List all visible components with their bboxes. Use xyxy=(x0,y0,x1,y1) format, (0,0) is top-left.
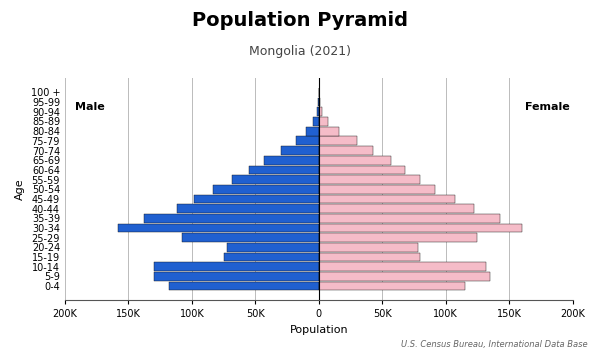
Bar xyxy=(319,243,418,252)
Bar xyxy=(227,243,319,252)
Bar xyxy=(182,233,319,242)
Bar xyxy=(306,127,319,135)
Bar xyxy=(281,146,319,155)
Bar xyxy=(319,253,420,261)
Bar xyxy=(169,282,319,290)
Bar xyxy=(319,233,478,242)
Text: U.S. Census Bureau, International Data Base: U.S. Census Bureau, International Data B… xyxy=(401,340,588,349)
Text: Male: Male xyxy=(76,102,105,112)
Bar xyxy=(319,214,500,223)
Bar xyxy=(319,127,339,135)
Text: Population Pyramid: Population Pyramid xyxy=(192,10,408,29)
Bar xyxy=(319,107,322,116)
Bar xyxy=(232,175,319,184)
Bar xyxy=(214,185,319,194)
Bar xyxy=(319,224,522,232)
Bar xyxy=(319,262,486,271)
Bar xyxy=(319,156,391,164)
Bar xyxy=(319,204,473,213)
Bar xyxy=(154,262,319,271)
Bar xyxy=(319,146,373,155)
Bar xyxy=(154,272,319,281)
Bar xyxy=(319,282,464,290)
X-axis label: Population: Population xyxy=(289,325,348,335)
Bar xyxy=(264,156,319,164)
Bar xyxy=(118,224,319,232)
Bar xyxy=(296,136,319,145)
Bar xyxy=(319,185,436,194)
Bar xyxy=(319,117,328,126)
Text: Female: Female xyxy=(525,102,569,112)
Bar xyxy=(319,175,420,184)
Bar xyxy=(319,98,320,106)
Bar xyxy=(319,272,490,281)
Bar xyxy=(317,107,319,116)
Bar xyxy=(249,166,319,174)
Bar xyxy=(224,253,319,261)
Bar xyxy=(319,136,357,145)
Bar xyxy=(143,214,319,223)
Bar xyxy=(313,117,319,126)
Bar xyxy=(194,195,319,203)
Bar xyxy=(319,166,405,174)
Y-axis label: Age: Age xyxy=(15,178,25,200)
Text: Mongolia (2021): Mongolia (2021) xyxy=(249,46,351,58)
Bar xyxy=(176,204,319,213)
Bar xyxy=(319,195,455,203)
